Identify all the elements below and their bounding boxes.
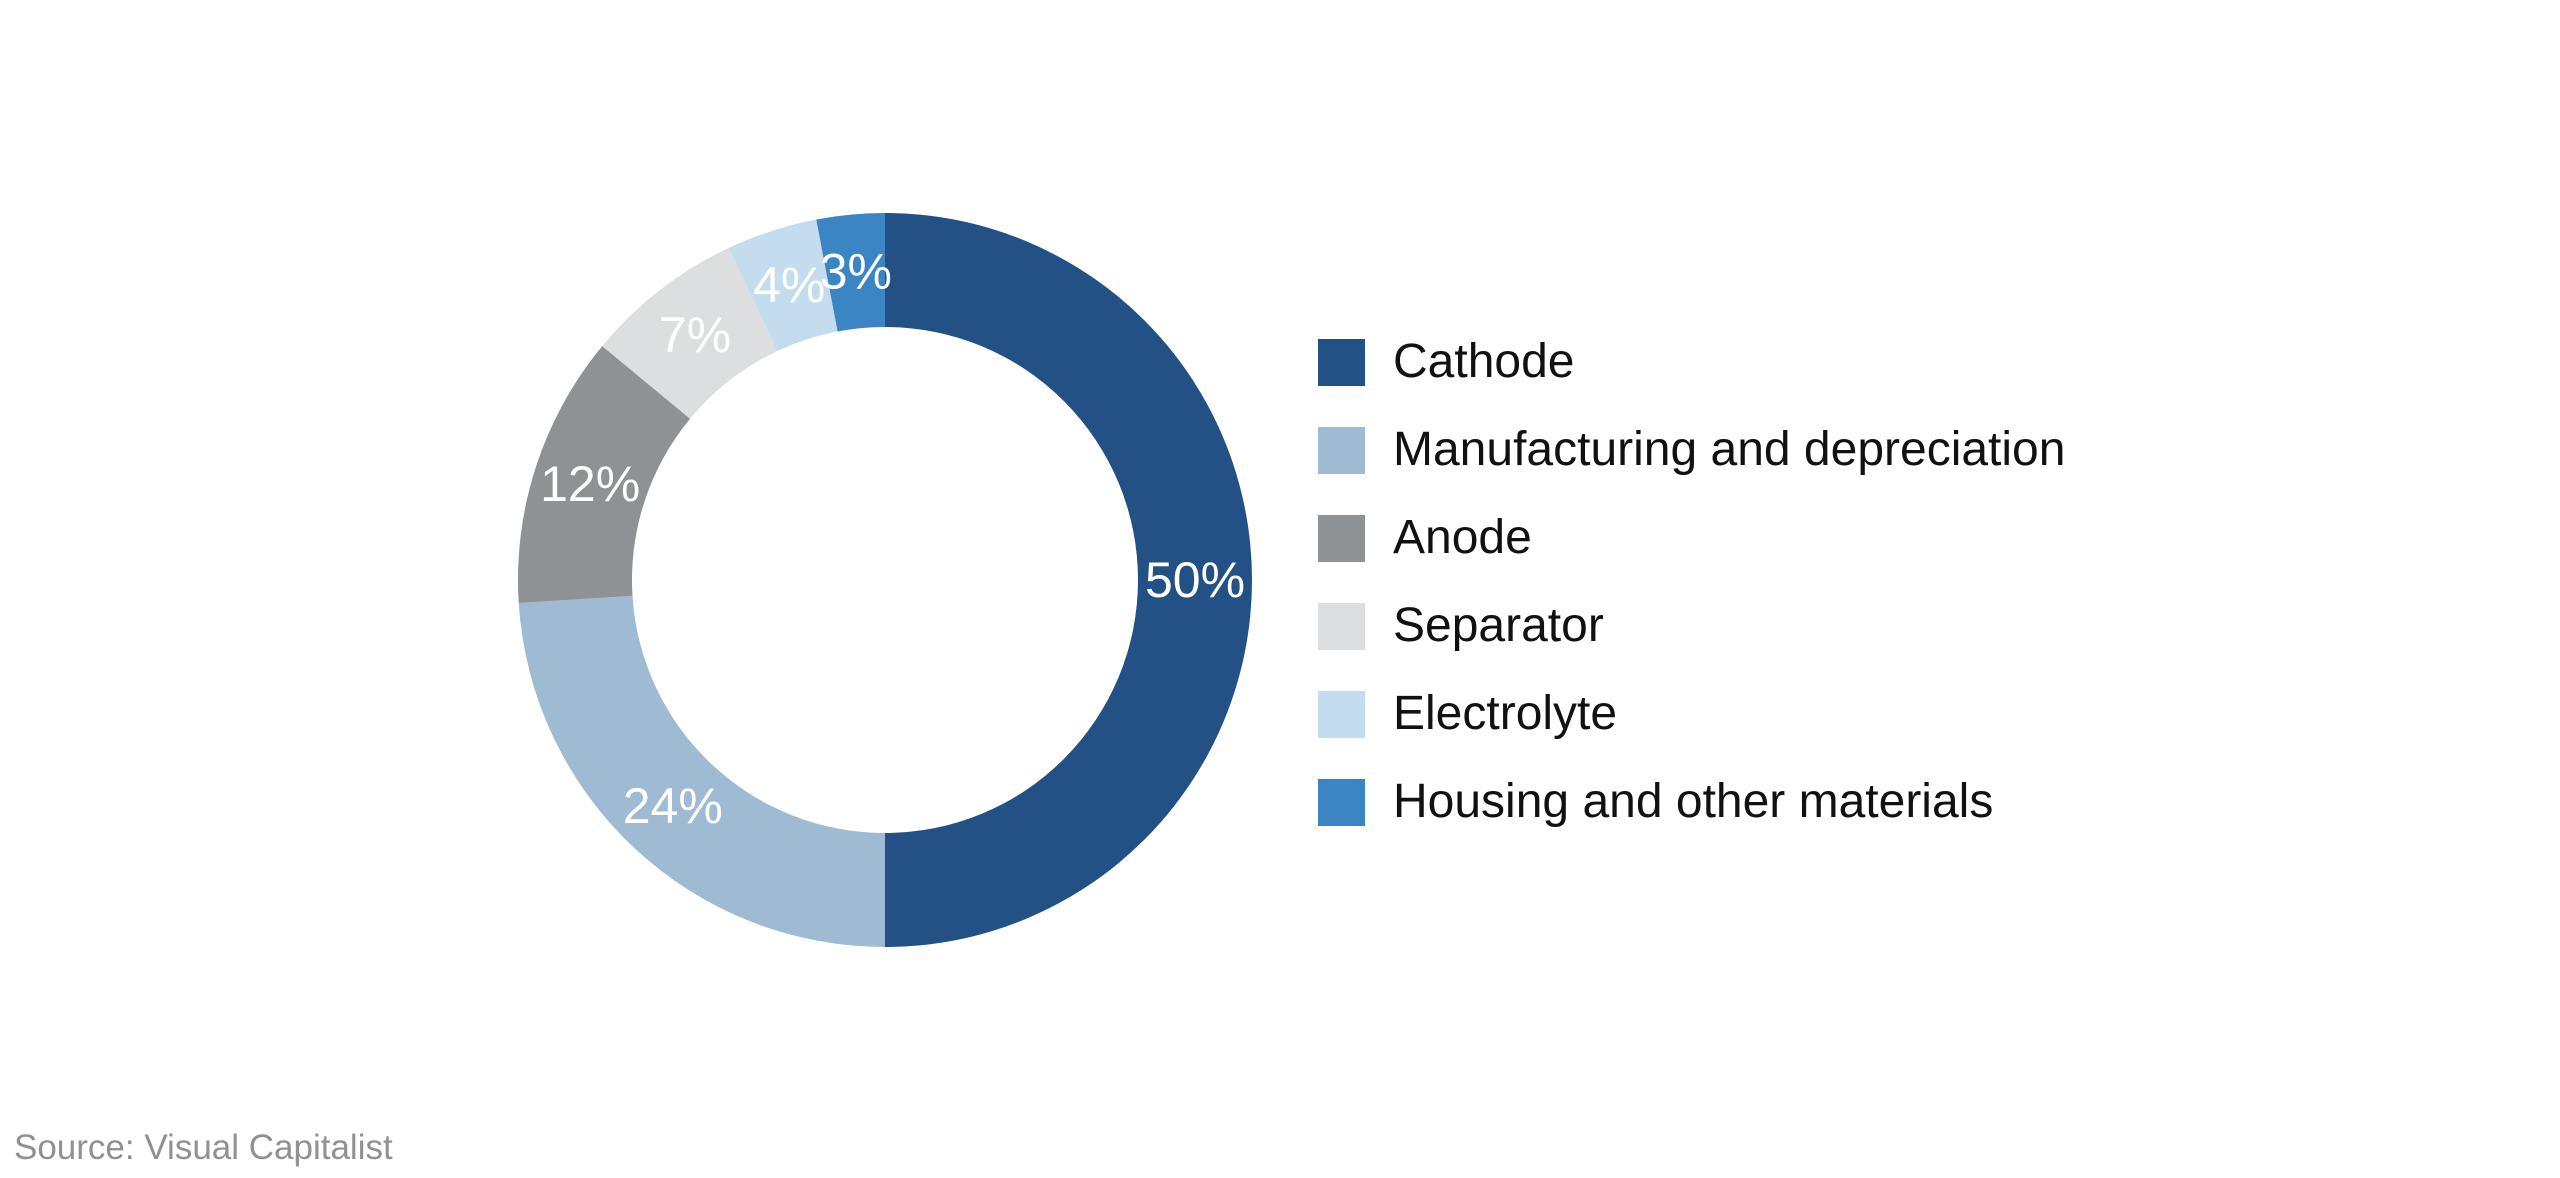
- legend-label: Cathode: [1393, 335, 1575, 388]
- legend-item-anode: Anode: [1318, 514, 2065, 562]
- segment-value-label: 12%: [540, 456, 640, 512]
- legend-label: Electrolyte: [1393, 687, 1618, 740]
- legend-label: Anode: [1393, 511, 1532, 564]
- legend-swatch: [1318, 338, 1365, 386]
- donut-segment-anode: [518, 346, 691, 604]
- legend-swatch: [1318, 690, 1365, 738]
- segment-value-label: 3%: [820, 243, 892, 299]
- legend-label: Manufacturing and depreciation: [1393, 423, 2066, 476]
- segment-value-label: 50%: [1145, 552, 1245, 608]
- donut-segment-cathode: [885, 213, 1252, 947]
- legend-swatch: [1318, 514, 1365, 562]
- legend-swatch: [1318, 778, 1365, 826]
- segment-value-label: 4%: [753, 257, 825, 313]
- donut-segment-electrolyte: [728, 219, 838, 352]
- donut-segment-separator: [602, 247, 778, 419]
- legend-label: Separator: [1393, 599, 1604, 652]
- segment-value-label: 7%: [659, 307, 731, 363]
- donut-segment-housing-and-other-materials: [816, 213, 885, 332]
- legend-swatch: [1318, 426, 1365, 474]
- legend: Cathode Manufacturing and depreciation A…: [1318, 338, 2065, 826]
- legend-label: Housing and other materials: [1393, 775, 1994, 828]
- legend-item-separator: Separator: [1318, 602, 2065, 650]
- legend-item-housing: Housing and other materials: [1318, 778, 2065, 826]
- donut-segment-manufacturing-and-depreciation: [518, 595, 885, 947]
- segment-value-label: 24%: [623, 778, 723, 834]
- legend-item-manufacturing: Manufacturing and depreciation: [1318, 426, 2065, 474]
- legend-swatch: [1318, 602, 1365, 650]
- legend-item-electrolyte: Electrolyte: [1318, 690, 2065, 738]
- source-note: Source: Visual Capitalist: [14, 1128, 393, 1167]
- legend-item-cathode: Cathode: [1318, 338, 2065, 386]
